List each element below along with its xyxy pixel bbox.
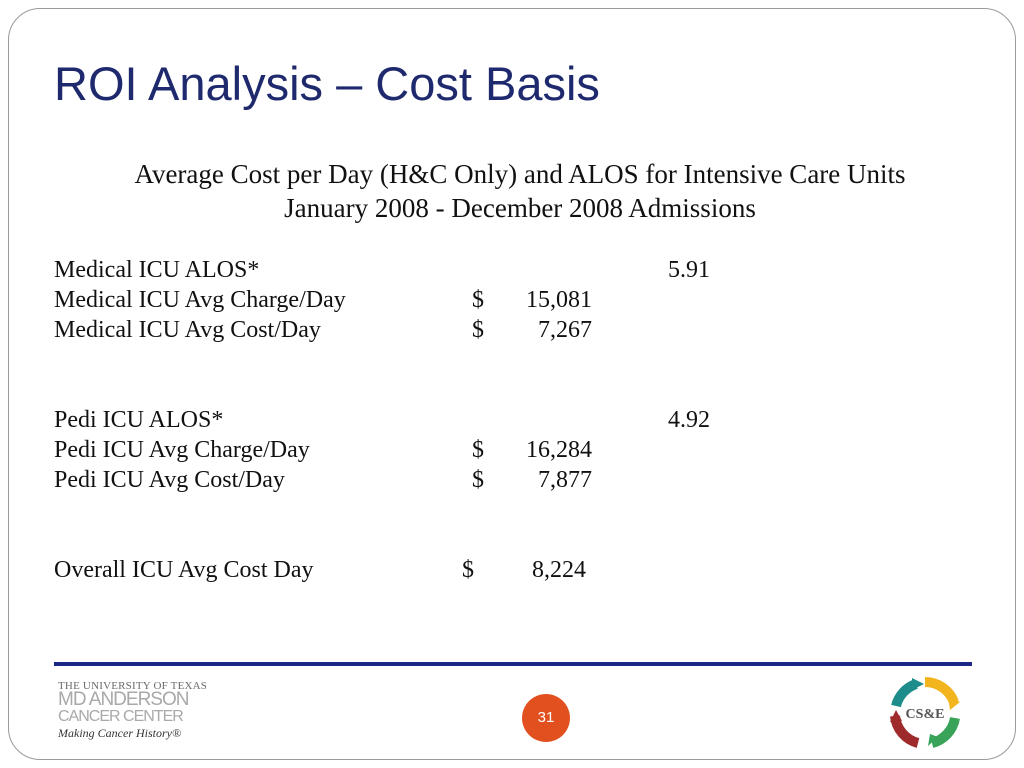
pedi-alos-label: Pedi ICU ALOS* xyxy=(54,407,224,433)
pedi-charge-value: 16,284 xyxy=(526,437,592,463)
medical-charge-currency: $ xyxy=(472,287,484,313)
slide-frame xyxy=(8,8,1016,760)
overall-cost-row: Overall ICU Avg Cost Day $ 8,224 xyxy=(0,555,1024,585)
table-caption-line-2: January 2008 - December 2008 Admissions xyxy=(284,193,756,223)
medical-charge-row: Medical ICU Avg Charge/Day $ 15,081 xyxy=(0,285,1024,315)
slide-title: ROI Analysis – Cost Basis xyxy=(54,57,600,110)
logo-tagline: Making Cancer History® xyxy=(58,726,182,740)
medical-cost-label: Medical ICU Avg Cost/Day xyxy=(54,317,321,343)
overall-cost-currency: $ xyxy=(462,557,474,583)
page-number-badge: 31 xyxy=(522,694,570,742)
logo-cancer-center-line: CANCER CENTER xyxy=(58,708,184,725)
pedi-charge-currency: $ xyxy=(472,437,484,463)
pedi-charge-row: Pedi ICU Avg Charge/Day $ 16,284 xyxy=(0,435,1024,465)
footer-divider xyxy=(54,662,972,666)
pedi-alos-value: 4.92 xyxy=(668,407,710,433)
medical-charge-label: Medical ICU Avg Charge/Day xyxy=(54,287,346,313)
cse-cycle-logo-icon: CS&E xyxy=(890,677,960,748)
medical-charge-value: 15,081 xyxy=(526,287,592,313)
pedi-cost-label: Pedi ICU Avg Cost/Day xyxy=(54,467,285,493)
medical-alos-value: 5.91 xyxy=(668,257,710,283)
pedi-cost-currency: $ xyxy=(472,467,484,493)
medical-cost-currency: $ xyxy=(472,317,484,343)
pedi-cost-row: Pedi ICU Avg Cost/Day $ 7,877 xyxy=(0,465,1024,495)
overall-cost-label: Overall ICU Avg Cost Day xyxy=(54,557,314,583)
medical-cost-row: Medical ICU Avg Cost/Day $ 7,267 xyxy=(0,315,1024,345)
logo-md-anderson-line: MD ANDERSON xyxy=(58,689,189,710)
pedi-charge-label: Pedi ICU Avg Charge/Day xyxy=(54,437,310,463)
logo-university-line: THE UNIVERSITY OF TEXAS xyxy=(58,680,208,692)
overall-cost-value: 8,224 xyxy=(532,557,586,583)
pedi-alos-row: Pedi ICU ALOS* 4.92 xyxy=(0,405,1024,435)
md-anderson-logo: THE UNIVERSITY OF TEXAS MD ANDERSON CANC… xyxy=(58,680,208,746)
medical-cost-value: 7,267 xyxy=(538,317,592,343)
medical-alos-row: Medical ICU ALOS* 5.91 xyxy=(0,255,1024,285)
table-caption-line-1: Average Cost per Day (H&C Only) and ALOS… xyxy=(134,159,906,189)
cse-logo-text: CS&E xyxy=(906,707,945,722)
medical-alos-label: Medical ICU ALOS* xyxy=(54,257,260,283)
pedi-cost-value: 7,877 xyxy=(538,467,592,493)
